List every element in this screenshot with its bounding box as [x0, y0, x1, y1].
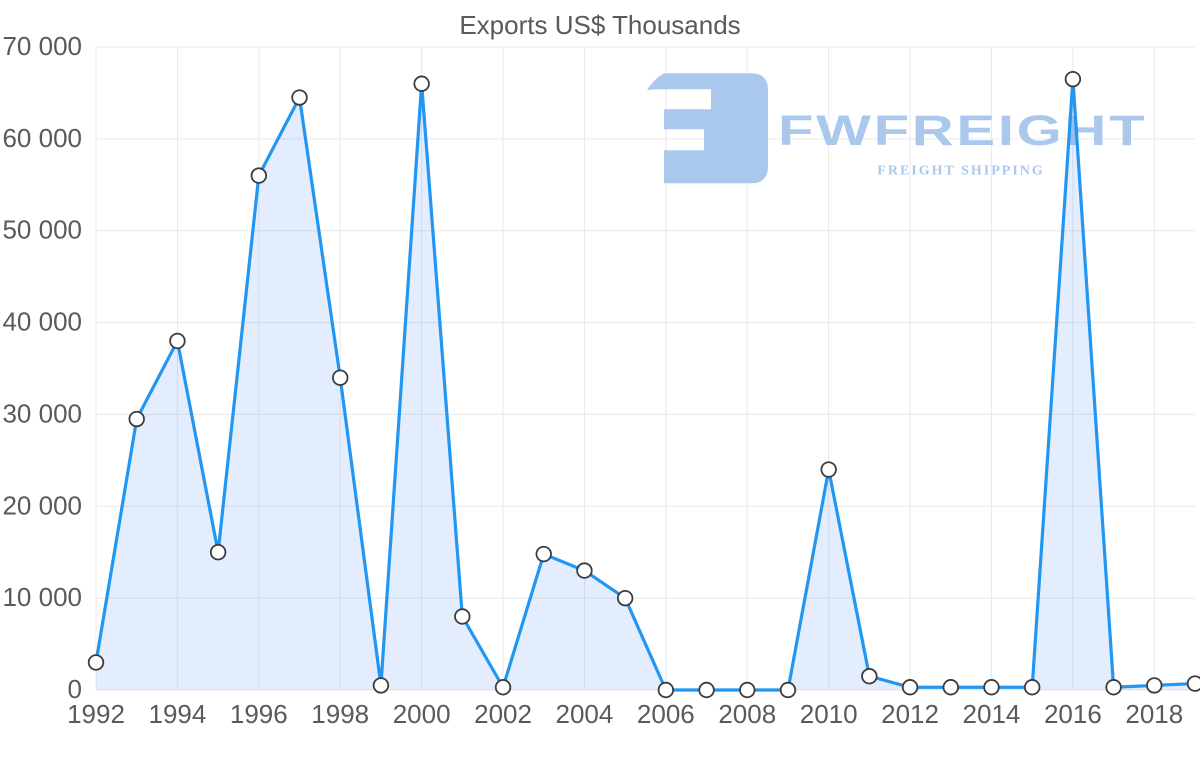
svg-text:FREIGHT SHIPPING: FREIGHT SHIPPING [877, 163, 1045, 178]
svg-text:2000: 2000 [393, 699, 451, 729]
svg-text:1998: 1998 [311, 699, 369, 729]
svg-text:2004: 2004 [556, 699, 614, 729]
svg-text:FWFREIGHT: FWFREIGHT [778, 106, 1147, 154]
svg-text:1996: 1996 [230, 699, 288, 729]
svg-text:20 000: 20 000 [2, 490, 82, 520]
svg-text:2016: 2016 [1044, 699, 1102, 729]
svg-text:1994: 1994 [148, 699, 206, 729]
svg-text:50 000: 50 000 [2, 215, 82, 245]
svg-text:2012: 2012 [881, 699, 939, 729]
svg-text:1992: 1992 [67, 699, 125, 729]
svg-text:2018: 2018 [1125, 699, 1183, 729]
svg-text:30 000: 30 000 [2, 398, 82, 428]
svg-text:40 000: 40 000 [2, 307, 82, 337]
svg-text:10 000: 10 000 [2, 582, 82, 612]
svg-text:2008: 2008 [718, 699, 776, 729]
svg-text:2010: 2010 [800, 699, 858, 729]
svg-text:2014: 2014 [963, 699, 1021, 729]
svg-text:2006: 2006 [637, 699, 695, 729]
svg-text:2002: 2002 [474, 699, 532, 729]
svg-text:60 000: 60 000 [2, 123, 82, 153]
